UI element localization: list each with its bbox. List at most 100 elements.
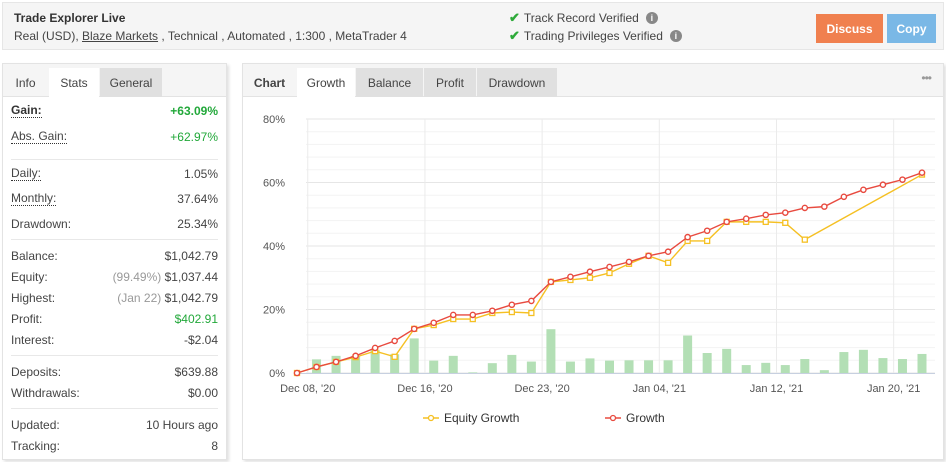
equity-point-marker[interactable] [606, 269, 613, 277]
copy-button[interactable]: Copy [887, 14, 936, 43]
growth-point-marker[interactable] [860, 186, 867, 194]
growth-point-marker[interactable] [293, 369, 301, 377]
stat-value[interactable]: 8 [211, 439, 218, 453]
daily-growth-bar[interactable] [780, 365, 790, 373]
info-icon[interactable]: i [669, 30, 682, 42]
growth-point-marker[interactable] [879, 181, 887, 189]
x-tick-label: Dec 16, '20 [397, 383, 452, 395]
daily-growth-bar[interactable] [409, 338, 419, 373]
tab-general[interactable]: General [100, 68, 162, 97]
daily-growth-bar[interactable] [487, 363, 497, 373]
daily-growth-bar[interactable] [917, 353, 927, 373]
daily-growth-bar[interactable] [761, 362, 771, 373]
daily-growth-bar[interactable] [800, 359, 810, 373]
broker-link[interactable]: Blaze Markets [82, 29, 159, 43]
discuss-button[interactable]: Discuss [816, 14, 883, 43]
growth-point-marker[interactable] [352, 352, 359, 360]
stat-label[interactable]: Abs. Gain: [11, 129, 68, 144]
daily-growth-bar[interactable] [624, 360, 634, 373]
daily-growth-bar[interactable] [351, 355, 361, 373]
growth-point-marker[interactable] [899, 176, 906, 183]
stat-label[interactable]: Gain: [11, 103, 42, 118]
daily-growth-bar[interactable] [878, 358, 888, 373]
daily-growth-bar[interactable] [839, 352, 849, 373]
growth-point-marker[interactable] [489, 307, 496, 315]
equity-point-marker[interactable] [664, 259, 672, 266]
legend-item-growth[interactable]: Growth [605, 411, 665, 425]
stat-label[interactable]: Monthly: [11, 191, 57, 206]
growth-point-marker[interactable] [723, 218, 730, 226]
growth-point-marker[interactable] [547, 278, 555, 286]
growth-point-marker[interactable] [703, 227, 711, 235]
stat-updated: Updated: 10 Hours ago [11, 416, 218, 434]
growth-point-marker[interactable] [781, 209, 789, 216]
daily-growth-bar[interactable] [565, 361, 575, 373]
growth-point-marker[interactable] [449, 311, 457, 319]
daily-growth-bar[interactable] [722, 348, 732, 373]
growth-point-marker[interactable] [801, 204, 809, 212]
tab-balance[interactable]: Balance [356, 68, 423, 97]
daily-growth-bar[interactable] [546, 329, 556, 373]
x-tick-label: Jan 12, '21 [750, 383, 803, 395]
growth-point-marker[interactable] [684, 233, 691, 241]
stat-label[interactable]: Daily: [11, 166, 42, 181]
stat-value: 10 Hours ago [145, 418, 218, 432]
daily-growth-bar[interactable] [429, 360, 439, 373]
growth-chart[interactable]: 0% 20% 40% 60% 80% Dec 08, '20 Dec 16, '20 Dec … [243, 64, 945, 461]
daily-growth-bar[interactable] [468, 372, 478, 373]
daily-growth-bar[interactable] [605, 360, 614, 373]
daily-growth-bar[interactable] [644, 360, 654, 373]
daily-growth-bar[interactable] [858, 349, 868, 373]
tab-growth[interactable]: Growth [297, 68, 355, 97]
equity-point-marker[interactable] [704, 237, 711, 245]
growth-point-marker[interactable] [313, 363, 320, 371]
growth-point-marker[interactable] [430, 319, 438, 327]
daily-growth-bar[interactable] [702, 352, 712, 373]
daily-growth-bar[interactable] [741, 365, 751, 373]
growth-point-marker[interactable] [410, 325, 418, 333]
growth-point-marker[interactable] [371, 344, 379, 352]
daily-growth-bar[interactable] [526, 361, 536, 373]
growth-point-marker[interactable] [742, 215, 750, 222]
growth-point-marker[interactable] [840, 193, 848, 201]
equity-point-marker[interactable] [762, 218, 769, 226]
growth-point-marker[interactable] [586, 268, 594, 276]
growth-point-marker[interactable] [391, 337, 398, 345]
more-options-icon[interactable]: ••• [921, 71, 932, 85]
daily-growth-bar[interactable] [663, 360, 673, 373]
daily-growth-bar[interactable] [683, 335, 693, 373]
equity-point-marker[interactable] [586, 274, 594, 281]
growth-point-marker[interactable] [821, 203, 828, 210]
tab-chart[interactable]: Chart [253, 75, 286, 90]
growth-point-marker[interactable] [625, 258, 633, 266]
growth-point-marker[interactable] [332, 358, 340, 366]
daily-growth-bar[interactable] [448, 355, 458, 373]
growth-point-marker[interactable] [918, 169, 926, 176]
equity-point-marker[interactable] [801, 236, 808, 243]
tab-profit[interactable]: Profit [424, 68, 476, 97]
growth-point-marker[interactable] [645, 252, 652, 260]
daily-growth-bar[interactable] [897, 359, 907, 373]
daily-growth-bar[interactable] [507, 354, 517, 373]
growth-point-marker[interactable] [508, 301, 516, 309]
daily-growth-bar[interactable] [370, 349, 380, 373]
growth-point-marker[interactable] [664, 248, 672, 256]
growth-point-marker[interactable] [528, 297, 535, 305]
tab-drawdown[interactable]: Drawdown [477, 68, 557, 97]
growth-point-marker[interactable] [762, 211, 770, 219]
growth-point-marker[interactable] [469, 311, 477, 319]
daily-growth-bar[interactable] [819, 370, 829, 373]
stat-label: Equity: [11, 270, 48, 284]
equity-point-marker[interactable] [391, 353, 398, 360]
equity-point-marker[interactable] [528, 309, 535, 317]
growth-point-marker[interactable] [567, 273, 574, 281]
tab-stats[interactable]: Stats [49, 68, 99, 97]
info-icon[interactable]: i [645, 12, 658, 24]
daily-growth-bar[interactable] [390, 354, 400, 373]
legend-item-equity-growth[interactable]: Equity Growth [423, 411, 519, 425]
equity-point-marker[interactable] [508, 308, 515, 316]
equity-point-marker[interactable] [782, 219, 789, 226]
growth-point-marker[interactable] [606, 263, 613, 271]
tab-info[interactable]: Info [15, 75, 36, 90]
daily-growth-bar[interactable] [585, 358, 595, 373]
